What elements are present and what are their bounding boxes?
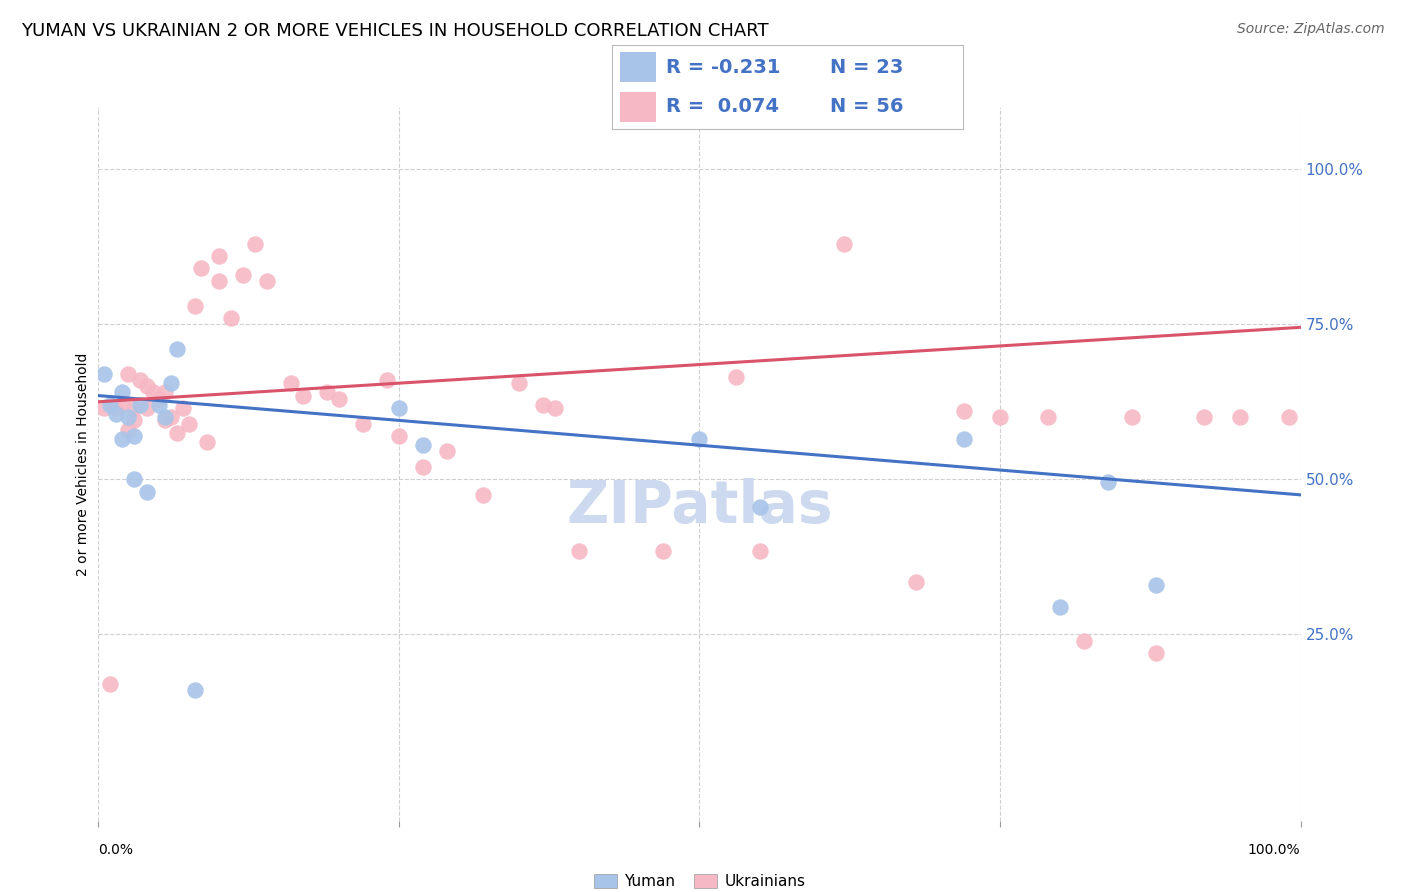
Point [472,488,495,502]
Point [117,367,139,381]
Point [208,249,231,263]
Text: Source: ZipAtlas.com: Source: ZipAtlas.com [1237,22,1385,37]
Point [1097,475,1119,490]
Point [183,299,205,313]
Point [153,385,176,400]
Point [953,432,976,446]
Text: R = -0.231: R = -0.231 [666,58,780,77]
Point [135,484,157,499]
Point [988,410,1011,425]
Point [117,410,139,425]
Bar [620,53,655,82]
Point [568,543,591,558]
Point [689,432,711,446]
Point [124,401,146,415]
Point [243,236,266,251]
Point [1229,410,1251,425]
Point [1049,599,1071,614]
Point [219,311,242,326]
Point [652,543,675,558]
Point [124,472,146,486]
Point [111,432,134,446]
Point [256,274,278,288]
Point [953,404,976,418]
Point [159,410,181,425]
Point [129,373,152,387]
Point [315,385,337,400]
Point [159,376,181,391]
Point [531,398,554,412]
Y-axis label: 2 or more Vehicles in Household: 2 or more Vehicles in Household [76,352,90,575]
Point [166,342,188,356]
Text: 0.0%: 0.0% [98,843,134,857]
Point [1036,410,1059,425]
Point [232,268,254,282]
Point [291,388,314,402]
Point [748,543,770,558]
Point [195,435,218,450]
Point [117,423,139,437]
Point [141,385,163,400]
Text: N = 56: N = 56 [830,97,903,116]
Text: ZIPatlas: ZIPatlas [567,478,832,535]
Point [375,373,398,387]
Point [190,261,212,276]
Point [1194,410,1216,425]
Point [544,401,567,415]
Point [148,398,170,412]
Point [100,677,122,691]
Point [1121,410,1143,425]
Point [508,376,530,391]
Point [904,574,927,589]
Point [124,413,146,427]
Point [177,417,200,431]
Point [135,379,157,393]
Point [832,236,855,251]
Point [412,438,434,452]
Point [153,413,176,427]
Legend: Yuman, Ukrainians: Yuman, Ukrainians [588,868,811,892]
Point [1144,578,1167,592]
Point [93,401,115,415]
Point [436,444,458,458]
Point [172,401,194,415]
Point [280,376,302,391]
Point [388,429,411,443]
Point [352,417,374,431]
Point [105,401,128,415]
Point [100,398,122,412]
Point [748,500,770,515]
Point [412,459,434,474]
Point [1144,646,1167,660]
Point [153,410,176,425]
Point [135,401,157,415]
Text: R =  0.074: R = 0.074 [666,97,779,116]
Point [328,392,350,406]
Text: YUMAN VS UKRAINIAN 2 OR MORE VEHICLES IN HOUSEHOLD CORRELATION CHART: YUMAN VS UKRAINIAN 2 OR MORE VEHICLES IN… [21,22,769,40]
Point [183,683,205,698]
Point [208,274,231,288]
Point [148,392,170,406]
Point [124,429,146,443]
Point [1277,410,1299,425]
Point [111,385,134,400]
Point [111,398,134,412]
Point [129,398,152,412]
Point [105,407,128,421]
Point [93,367,115,381]
Text: 100.0%: 100.0% [1249,843,1301,857]
Point [166,425,188,440]
Point [1073,633,1095,648]
Point [724,370,747,384]
Point [388,401,411,415]
Bar [620,92,655,121]
Text: N = 23: N = 23 [830,58,903,77]
